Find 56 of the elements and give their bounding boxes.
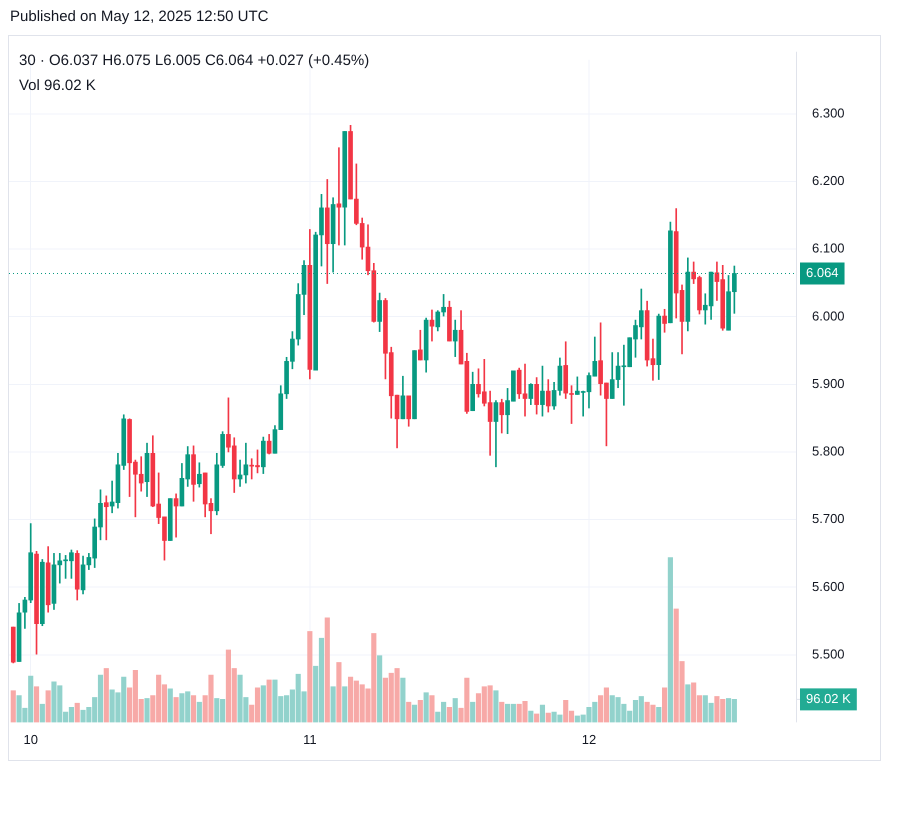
bar xyxy=(528,710,534,722)
bar xyxy=(429,695,435,722)
candlestick xyxy=(430,310,434,342)
bar xyxy=(452,698,458,722)
bar xyxy=(656,706,662,722)
y-tick-label: 6.000 xyxy=(812,308,845,324)
bar xyxy=(540,704,546,722)
x-tick-label: 12 xyxy=(582,732,596,747)
bar xyxy=(470,702,476,722)
annotation: Vol 96.02 K xyxy=(19,76,97,96)
bar xyxy=(10,690,16,722)
bar xyxy=(418,700,423,722)
bar xyxy=(104,668,109,722)
bar xyxy=(324,617,330,722)
bar xyxy=(400,678,406,722)
x-tick-label: 10 xyxy=(23,732,38,747)
bar xyxy=(190,695,196,722)
x-tick-label: 11 xyxy=(303,732,317,747)
bar xyxy=(377,655,382,722)
bar xyxy=(196,702,202,722)
y-tick-label: 5.600 xyxy=(812,578,845,594)
bar xyxy=(424,692,429,722)
bar xyxy=(174,697,179,722)
y-tick-label: 5.800 xyxy=(812,444,845,459)
y-tick-label: 6.300 xyxy=(812,105,845,120)
bar xyxy=(412,704,418,722)
bar xyxy=(40,704,45,722)
bar xyxy=(34,686,40,722)
y-tick-label: 5.700 xyxy=(812,511,845,526)
bar xyxy=(406,702,412,722)
y-tick-label: 5.900 xyxy=(812,376,845,391)
y-tick-label: 6.200 xyxy=(812,173,845,188)
bar xyxy=(330,686,336,722)
bar xyxy=(685,684,690,722)
bar xyxy=(307,631,312,722)
bar xyxy=(260,685,266,722)
bar xyxy=(662,688,668,722)
bar xyxy=(534,714,540,722)
bar xyxy=(144,698,150,722)
bar xyxy=(336,662,342,722)
bar xyxy=(493,690,499,722)
bar xyxy=(342,686,348,722)
y-tick-label: 5.500 xyxy=(812,646,845,662)
chart-title: 30 · O6.037 H6.075 L6.005 C6.064 +0.027 (+0.45%) xyxy=(19,51,370,71)
bar xyxy=(546,712,551,722)
y-tick-label: 6.100 xyxy=(812,240,845,256)
bar xyxy=(74,702,80,722)
bar xyxy=(499,702,504,722)
text: Published on May 12, 2025 12:50 UTC xyxy=(10,8,270,25)
bar xyxy=(46,690,51,722)
bar xyxy=(168,688,173,722)
bar xyxy=(446,706,452,722)
y2-tick-label: 96.02 K xyxy=(806,690,852,706)
bar xyxy=(668,557,673,722)
ref-line-label: 6.064 xyxy=(806,265,839,280)
bar xyxy=(266,680,272,722)
